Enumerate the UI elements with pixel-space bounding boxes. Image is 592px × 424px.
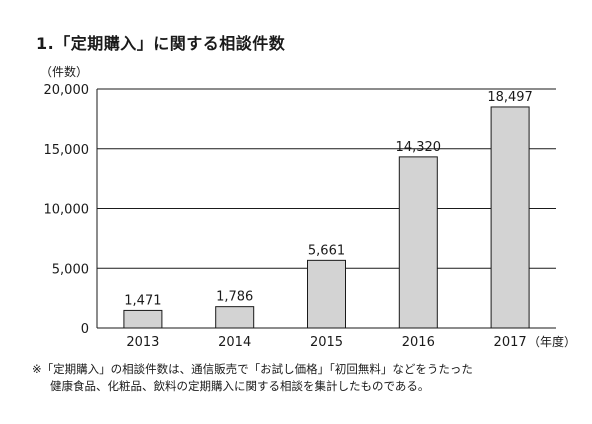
y-tick-label: 5,000: [52, 262, 89, 277]
bar-2014: [215, 306, 255, 329]
data-label-2017: 18,497: [487, 90, 533, 105]
footnote-line-2: 健康食品、化粧品、飲料の定期購入に関する相談を集計したものである。: [50, 379, 430, 393]
chart-title: 1.「定期購入」に関する相談件数: [36, 34, 286, 53]
bar-2013: [123, 309, 163, 329]
data-label-2015: 5,661: [308, 243, 345, 258]
y-tick-label: 0: [81, 322, 89, 337]
x-tick-labels: 2013 2014 2015 2016 2017: [126, 335, 526, 350]
y-tick-label: 20,000: [44, 83, 90, 98]
y-tick-labels: 0 5,000 10,000 15,000 20,000: [44, 83, 90, 337]
x-tick-label-2017: 2017: [494, 335, 527, 350]
data-label-2016: 14,320: [396, 140, 442, 155]
y-tick-label: 15,000: [44, 143, 90, 158]
bar-2016: [398, 156, 438, 329]
x-tick-label-2016: 2016: [402, 335, 435, 350]
footnote: ※「定期購入」の相談件数は、通信販売で「お試し価格」「初回無料」などをうたった …: [32, 361, 473, 395]
bar-2015: [307, 259, 346, 329]
x-tick-label-2013: 2013: [126, 335, 159, 350]
data-label-2013: 1,471: [124, 293, 161, 308]
bars: [123, 106, 530, 329]
y-tick-label: 10,000: [44, 203, 90, 218]
footnote-line-1: ※「定期購入」の相談件数は、通信販売で「お試し価格」「初回無料」などをうたった: [32, 362, 473, 376]
x-axis-label: （年度）: [528, 334, 576, 349]
bar-chart: （件数） （年度） 1,471 1,786 5,661 14,320 18,497 20…: [40, 64, 576, 350]
x-tick-label-2014: 2014: [218, 335, 251, 350]
y-axis-label: （件数）: [40, 64, 88, 79]
bar-2017: [490, 106, 530, 329]
data-labels: 1,471 1,786 5,661 14,320 18,497: [124, 90, 533, 308]
data-label-2014: 1,786: [216, 290, 253, 305]
x-tick-label-2015: 2015: [310, 335, 343, 350]
